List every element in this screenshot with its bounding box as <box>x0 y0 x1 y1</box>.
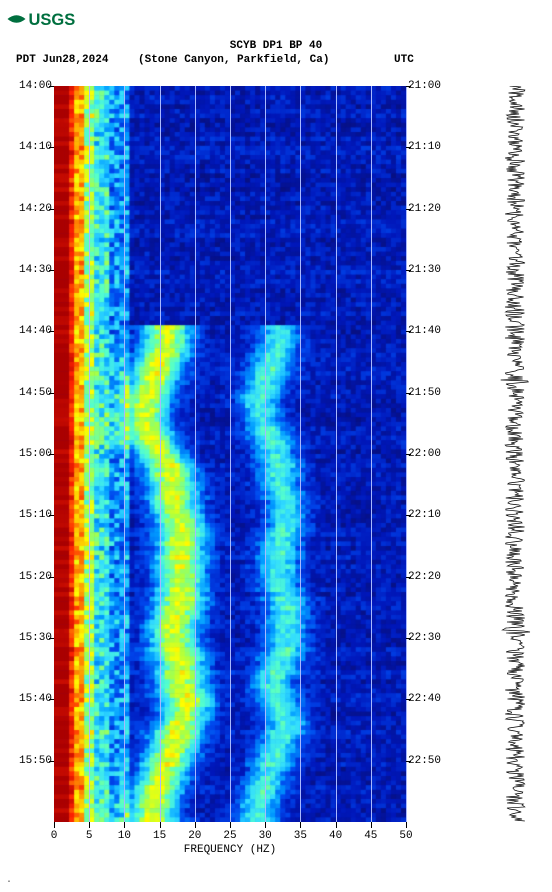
ytick-pdt: 15:10 <box>14 509 52 521</box>
svg-text:USGS: USGS <box>29 11 76 29</box>
ytick-pdt: 15:30 <box>14 632 52 644</box>
ytick-pdt: 14:20 <box>14 203 52 215</box>
frequency-axis: FREQUENCY (HZ) 05101520253035404550 <box>54 822 406 862</box>
xtick: 35 <box>285 830 315 842</box>
ytick-utc: 21:40 <box>408 325 441 337</box>
ytick-pdt: 14:00 <box>14 80 52 92</box>
location-label: (Stone Canyon, Parkfield, Ca) <box>138 54 329 66</box>
ytick-utc: 21:10 <box>408 141 441 153</box>
ytick-pdt: 14:40 <box>14 325 52 337</box>
ytick-utc: 22:50 <box>408 755 441 767</box>
xtick: 50 <box>391 830 421 842</box>
xtick: 40 <box>321 830 351 842</box>
spectrogram-canvas <box>54 86 406 822</box>
axis-label-frequency: FREQUENCY (HZ) <box>54 844 406 856</box>
waveform-trace <box>495 86 535 822</box>
ytick-pdt: 14:30 <box>14 264 52 276</box>
ytick-utc: 21:30 <box>408 264 441 276</box>
ytick-utc: 22:20 <box>408 571 441 583</box>
ytick-pdt: 14:10 <box>14 141 52 153</box>
date-label: PDT Jun28,2024 <box>16 54 108 66</box>
ytick-pdt: 15:00 <box>14 448 52 460</box>
xtick: 25 <box>215 830 245 842</box>
usgs-logo: USGS <box>6 4 96 34</box>
ytick-pdt: 15:20 <box>14 571 52 583</box>
xtick: 20 <box>180 830 210 842</box>
ytick-utc: 21:20 <box>408 203 441 215</box>
xtick: 5 <box>74 830 104 842</box>
ytick-utc: 21:50 <box>408 387 441 399</box>
ytick-utc: 21:00 <box>408 80 441 92</box>
xtick: 0 <box>39 830 69 842</box>
ytick-utc: 22:40 <box>408 693 441 705</box>
footer-mark: · <box>6 877 12 888</box>
xtick: 10 <box>109 830 139 842</box>
chart-title: SCYB DP1 BP 40 <box>0 40 552 52</box>
ytick-pdt: 15:50 <box>14 755 52 767</box>
xtick: 30 <box>250 830 280 842</box>
ytick-utc: 22:00 <box>408 448 441 460</box>
xtick: 45 <box>356 830 386 842</box>
ytick-utc: 22:30 <box>408 632 441 644</box>
ytick-utc: 22:10 <box>408 509 441 521</box>
utc-label: UTC <box>394 54 414 66</box>
xtick: 15 <box>145 830 175 842</box>
ytick-pdt: 14:50 <box>14 387 52 399</box>
spectrogram-plot <box>54 86 406 822</box>
ytick-pdt: 15:40 <box>14 693 52 705</box>
